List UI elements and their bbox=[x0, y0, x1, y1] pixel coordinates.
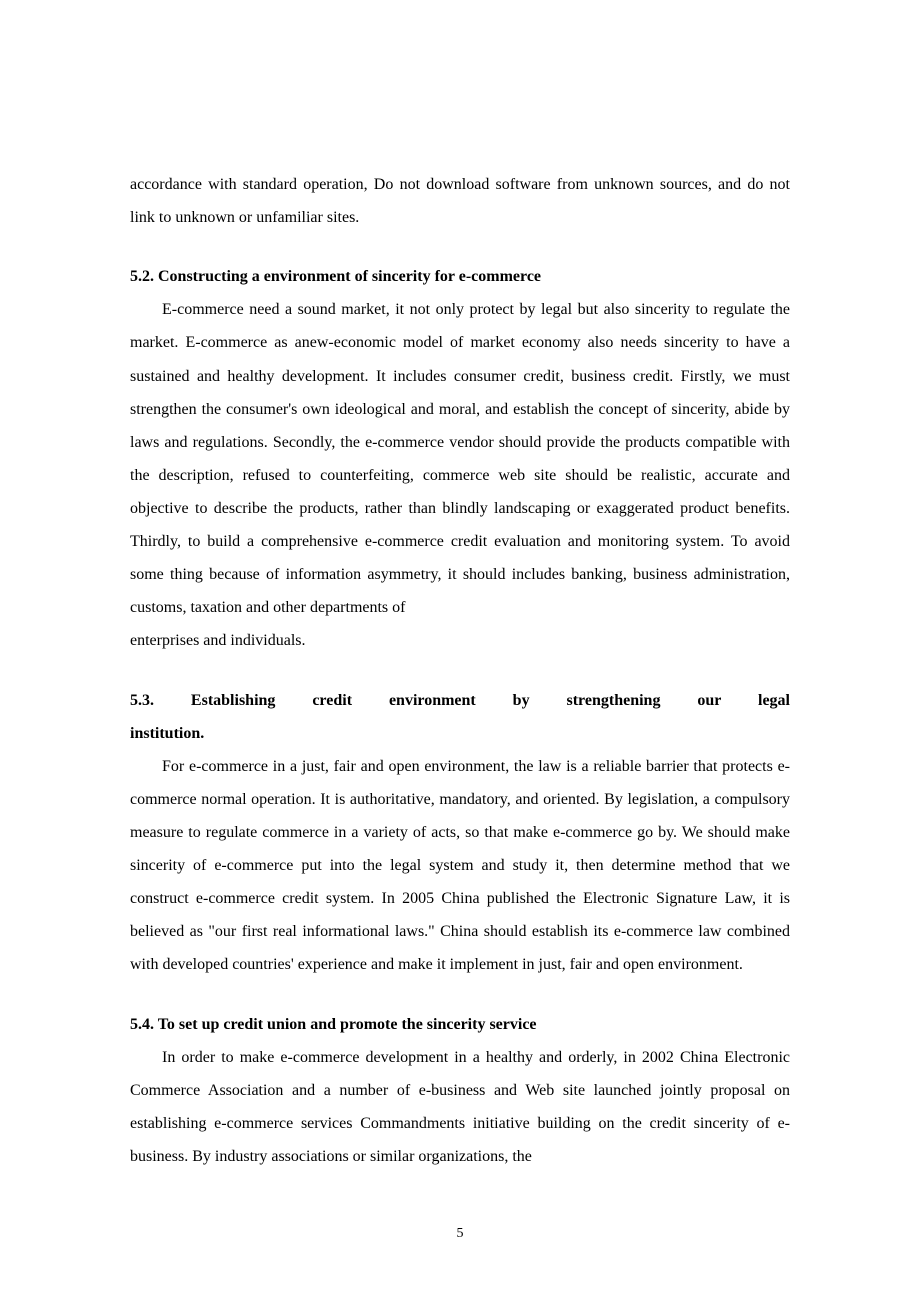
heading-5-3-line1: 5.3. Establishing credit environment by … bbox=[130, 684, 790, 717]
body-5-2: E-commerce need a sound market, it not o… bbox=[130, 293, 790, 624]
intro-paragraph: accordance with standard operation, Do n… bbox=[130, 168, 790, 234]
section-gap bbox=[130, 982, 790, 1008]
section-gap bbox=[130, 234, 790, 260]
body-5-2-tail: enterprises and individuals. bbox=[130, 624, 790, 657]
body-5-3: For e-commerce in a just, fair and open … bbox=[130, 750, 790, 982]
heading-5-2: 5.2. Constructing a environment of since… bbox=[130, 260, 790, 293]
heading-5-4: 5.4. To set up credit union and promote … bbox=[130, 1008, 790, 1041]
heading-5-3-line2: institution. bbox=[130, 717, 790, 750]
page-number: 5 bbox=[0, 1226, 920, 1242]
section-gap bbox=[130, 658, 790, 684]
body-5-4: In order to make e-commerce development … bbox=[130, 1041, 790, 1173]
